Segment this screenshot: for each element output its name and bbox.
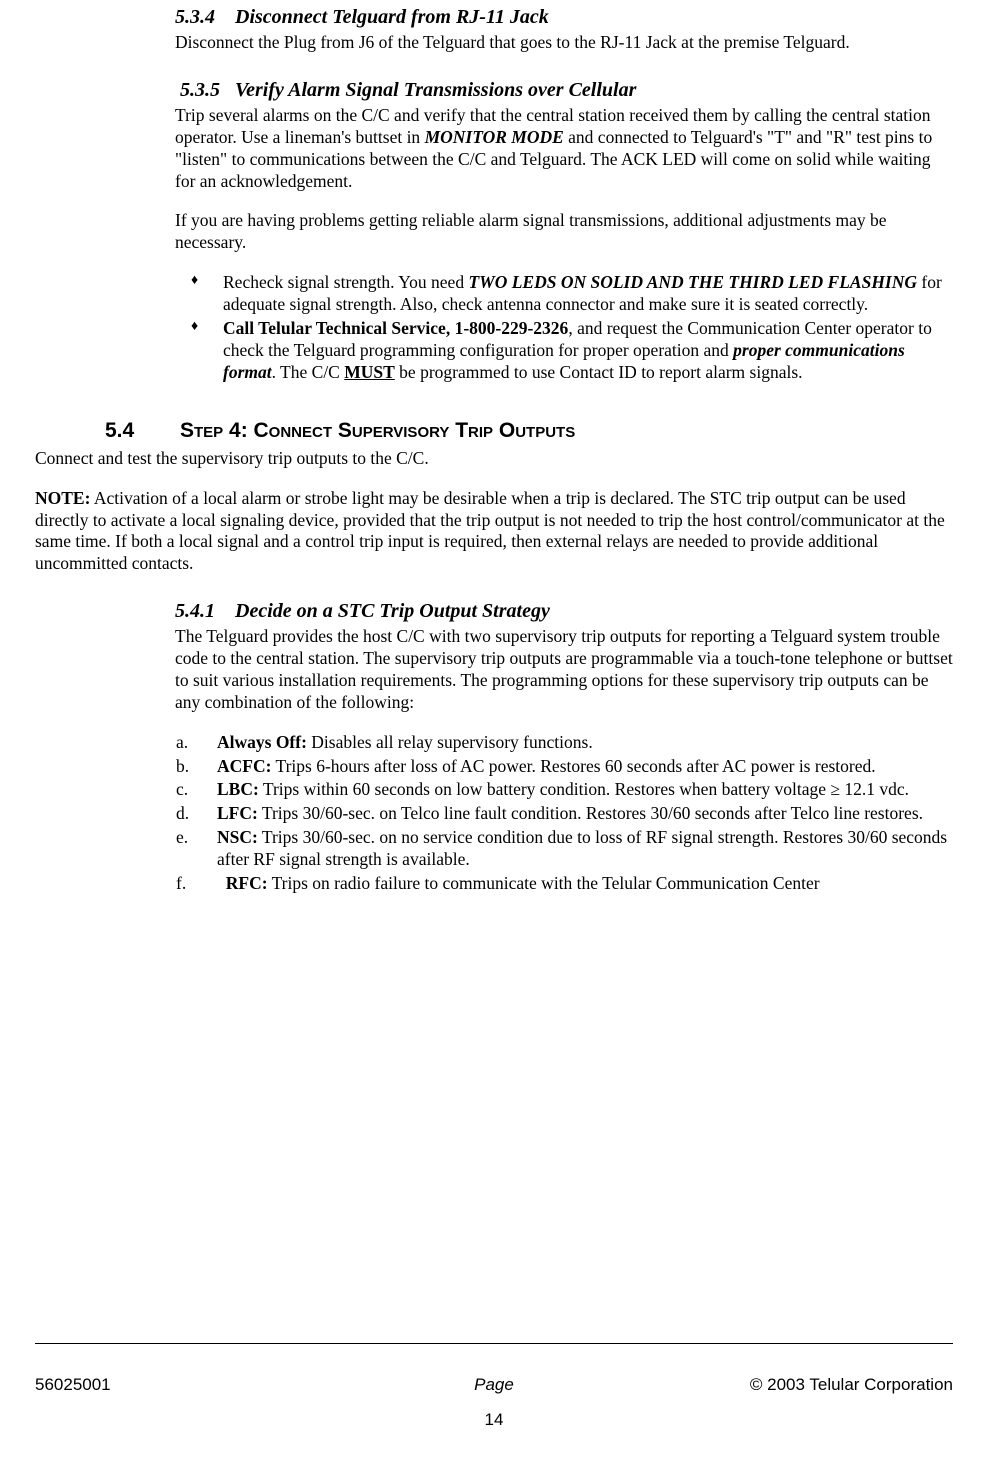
- footer-copyright: © 2003 Telular Corporation: [647, 1374, 953, 1395]
- section-5-3-4: 5.3.4Disconnect Telguard from RJ-11 Jack…: [175, 5, 953, 54]
- list-item: a.Always Off: Disables all relay supervi…: [175, 732, 953, 754]
- heading-num: 5.4.1: [175, 599, 235, 624]
- list-item: f. RFC: Trips on radio failure to commun…: [175, 873, 953, 895]
- list-item: c.LBC: Trips within 60 seconds on low ba…: [175, 779, 953, 801]
- footer-row: 56025001 Page © 2003 Telular Corporation: [35, 1374, 953, 1395]
- section-5-3-5: 5.3.5Verify Alarm Signal Transmissions o…: [175, 78, 953, 384]
- footer-doc-id: 56025001: [35, 1374, 341, 1395]
- bullet-item: Recheck signal strength. You need TWO LE…: [175, 272, 953, 316]
- page-footer: 56025001 Page © 2003 Telular Corporation…: [35, 1343, 953, 1431]
- list-item: d.LFC: Trips 30/60-sec. on Telco line fa…: [175, 803, 953, 825]
- para-1: Trip several alarms on the C/C and verif…: [175, 105, 953, 193]
- heading-num: 5.3.4: [175, 5, 235, 30]
- bullet-item: Call Telular Technical Service, 1-800-22…: [175, 318, 953, 384]
- heading-title: Verify Alarm Signal Transmissions over C…: [235, 79, 636, 101]
- para-intro: The Telguard provides the host C/C with …: [175, 626, 953, 714]
- section-5-4-1: 5.4.1Decide on a STC Trip Output Strateg…: [175, 599, 953, 895]
- bullet-list: Recheck signal strength. You need TWO LE…: [175, 272, 953, 383]
- heading-num: 5.4: [105, 418, 180, 444]
- heading-5-4: 5.4Step 4: Connect Supervisory Trip Outp…: [105, 418, 953, 444]
- ordered-list: a.Always Off: Disables all relay supervi…: [175, 732, 953, 895]
- list-item: e.NSC: Trips 30/60-sec. on no service co…: [175, 827, 953, 871]
- note-label: NOTE:: [35, 488, 90, 508]
- footer-page-num: 14: [35, 1409, 953, 1430]
- heading-5-4-1: 5.4.1Decide on a STC Trip Output Strateg…: [175, 599, 953, 624]
- para-connect: Connect and test the supervisory trip ou…: [35, 448, 953, 470]
- footer-page-label: Page: [341, 1374, 647, 1395]
- heading-title: Decide on a STC Trip Output Strategy: [235, 600, 550, 622]
- note-block: NOTE: Activation of a local alarm or str…: [35, 488, 953, 576]
- para-2: If you are having problems getting relia…: [175, 210, 953, 254]
- list-item: b.ACFC: Trips 6-hours after loss of AC p…: [175, 756, 953, 778]
- heading-title: Disconnect Telguard from RJ-11 Jack: [235, 6, 549, 28]
- heading-title: Step 4: Connect Supervisory Trip Outputs: [180, 419, 575, 442]
- note-body: Activation of a local alarm or strobe li…: [35, 488, 945, 574]
- footer-rule: [35, 1343, 953, 1344]
- heading-5-3-5: 5.3.5Verify Alarm Signal Transmissions o…: [175, 78, 953, 103]
- heading-num: 5.3.5: [175, 78, 235, 103]
- heading-5-3-4: 5.3.4Disconnect Telguard from RJ-11 Jack: [175, 5, 953, 30]
- body-text: Disconnect the Plug from J6 of the Telgu…: [175, 32, 953, 54]
